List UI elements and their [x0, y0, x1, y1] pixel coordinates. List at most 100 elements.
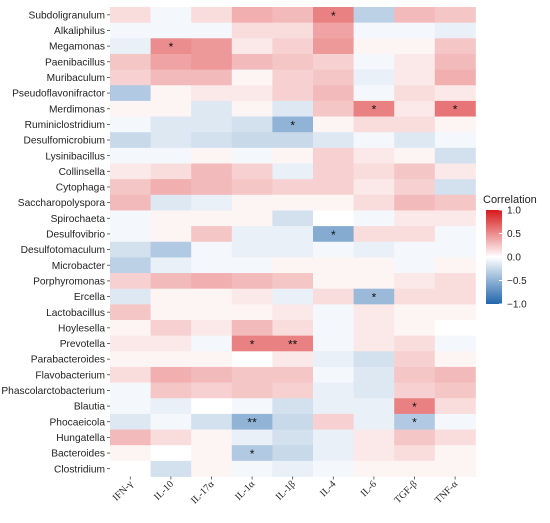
- row-label: Lactobacillus: [46, 308, 105, 319]
- heatmap-cell: [191, 116, 233, 133]
- heatmap-cell: [313, 366, 354, 383]
- heatmap-cell: [394, 382, 436, 399]
- column-label: TGF-β: [393, 479, 420, 506]
- heatmap-cell: [434, 445, 476, 462]
- heatmap-cell: [313, 69, 354, 86]
- heatmap-cell: [313, 257, 354, 274]
- heatmap-cell: [231, 366, 273, 383]
- heatmap-cell: [353, 257, 395, 274]
- heatmap-cell: [272, 179, 314, 196]
- row-labels: Subdoligranulum Alkaliphilus Megamonas Paen…: [1, 10, 110, 475]
- heatmap-cell: [150, 116, 192, 133]
- heatmap-cell: [150, 413, 192, 430]
- heatmap-cell: [313, 163, 354, 180]
- row-label: Phascolarctobacterium: [1, 386, 105, 397]
- heatmap-cell: [191, 335, 233, 352]
- heatmap-cell: [150, 398, 192, 415]
- heatmap-cell: [313, 179, 354, 196]
- heatmap-cell: [231, 398, 273, 415]
- heatmap-cell: [150, 273, 192, 290]
- heatmap-cell: [110, 304, 151, 321]
- significance-star: *: [331, 9, 336, 23]
- heatmap-cell: [394, 163, 436, 180]
- heatmap-cell: [110, 163, 151, 180]
- heatmap-cell: [110, 22, 151, 39]
- heatmap-cell: [110, 366, 151, 383]
- heatmap-cell: [353, 445, 395, 462]
- heatmap-cell: [150, 194, 192, 211]
- column-label: IL-10: [152, 479, 176, 503]
- heatmap-cell: [394, 69, 436, 86]
- heatmap-cell: [353, 38, 395, 55]
- heatmap-cell: [434, 241, 476, 258]
- heatmap-cell: [191, 53, 233, 70]
- heatmap-cell: [110, 460, 151, 477]
- heatmap-cell: [313, 116, 354, 133]
- heatmap-cell: [231, 116, 273, 133]
- heatmap-cell: [110, 445, 151, 462]
- heatmap-cell: [434, 210, 476, 227]
- significance-star: *: [250, 337, 255, 351]
- heatmap-cell: [150, 53, 192, 70]
- heatmap-cell: [150, 257, 192, 274]
- significance-star: *: [290, 118, 295, 132]
- legend-tick-label: 1.0: [507, 206, 521, 217]
- heatmap-cell: [394, 210, 436, 227]
- heatmap-cell: [191, 398, 233, 415]
- heatmap-cell: [353, 351, 395, 368]
- legend-tick-label: −1.0: [507, 300, 527, 311]
- heatmap-cell: [191, 69, 233, 86]
- heatmap-cell: [272, 7, 314, 24]
- heatmap-cell: [353, 147, 395, 164]
- heatmap-cell: [110, 38, 151, 55]
- row-label: Spirochaeta: [51, 214, 106, 225]
- heatmap-cell: [150, 288, 192, 305]
- heatmap-cell: [191, 85, 233, 102]
- heatmap-cell: [313, 335, 354, 352]
- heatmap-cell: [231, 147, 273, 164]
- significance-star: *: [412, 400, 417, 414]
- heatmap-cell: [272, 445, 314, 462]
- row-label: Phocaeicola: [49, 417, 105, 428]
- heatmap-cell: [272, 429, 314, 446]
- heatmap-cell: [353, 22, 395, 39]
- heatmap-cell: [272, 304, 314, 321]
- heatmap-cell: [272, 335, 314, 352]
- heatmap-cell: [353, 53, 395, 70]
- heatmap-cell: [434, 429, 476, 446]
- heatmap-cell: [110, 226, 151, 243]
- heatmap-cell: [231, 304, 273, 321]
- heatmap-cell: [231, 7, 273, 24]
- heatmap-cell: [313, 38, 354, 55]
- row-label: Paenibacillus: [45, 57, 105, 68]
- heatmap-cell: [434, 22, 476, 39]
- heatmap-cell: [110, 53, 151, 70]
- heatmap-cell: [394, 273, 436, 290]
- row-label: Alkaliphilus: [54, 26, 105, 37]
- heatmap-cell: [313, 100, 354, 117]
- heatmap-cell: [110, 413, 151, 430]
- heatmap-cell: [353, 100, 395, 117]
- column-label: IL-1β: [274, 479, 298, 503]
- heatmap-cell: [434, 163, 476, 180]
- heatmap-cell: [353, 304, 395, 321]
- heatmap-cell: [150, 210, 192, 227]
- heatmap-cell: [150, 163, 192, 180]
- heatmap-cell: [272, 460, 314, 477]
- heatmap-cell: [150, 382, 192, 399]
- legend-tick-label: 0.5: [507, 229, 521, 240]
- heatmap-cell: [434, 69, 476, 86]
- heatmap-cell: [110, 69, 151, 86]
- heatmap-cell: [110, 116, 151, 133]
- row-label: Cytophaga: [56, 183, 106, 194]
- heatmap-cell: [313, 304, 354, 321]
- heatmap-cell: [231, 320, 273, 337]
- heatmap-cell: [110, 85, 151, 102]
- heatmap-cell: [272, 320, 314, 337]
- heatmap-cell: [313, 413, 354, 430]
- heatmap-cell: [394, 241, 436, 258]
- heatmap-cell: [353, 85, 395, 102]
- heatmap-cell: [394, 22, 436, 39]
- heatmap-cell: [394, 445, 436, 462]
- heatmap-cell: [231, 22, 273, 39]
